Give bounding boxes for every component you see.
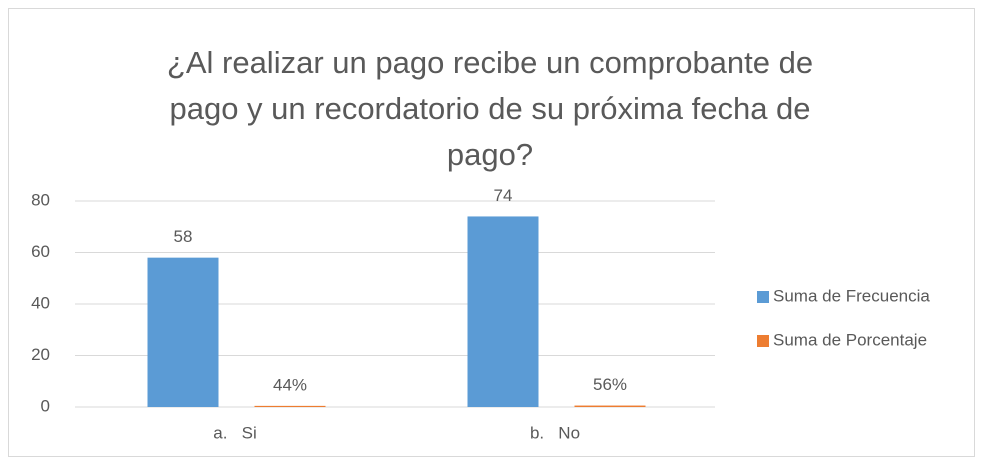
bar bbox=[254, 405, 326, 407]
legend-swatch bbox=[757, 335, 769, 347]
y-tick-label: 60 bbox=[31, 242, 50, 261]
legend-label: Suma de Frecuencia bbox=[773, 286, 930, 305]
y-tick-label: 80 bbox=[31, 190, 50, 209]
y-tick-label: 0 bbox=[41, 396, 50, 415]
bar bbox=[574, 405, 646, 407]
data-label: 56% bbox=[593, 375, 627, 394]
data-label: 44% bbox=[273, 375, 307, 394]
bar bbox=[467, 216, 539, 407]
bar bbox=[147, 257, 219, 407]
legend-swatch bbox=[757, 291, 769, 303]
chart-title: ¿Al realizar un pago recibe un comproban… bbox=[166, 45, 814, 172]
chart-frame bbox=[8, 8, 975, 457]
data-label: 74 bbox=[494, 186, 513, 205]
x-tick-label: a. Si bbox=[213, 423, 256, 442]
x-tick-label: b. No bbox=[530, 423, 580, 442]
legend-label: Suma de Porcentaje bbox=[773, 330, 927, 349]
y-tick-label: 20 bbox=[31, 345, 50, 364]
data-label: 58 bbox=[174, 227, 193, 246]
y-tick-label: 40 bbox=[31, 293, 50, 312]
